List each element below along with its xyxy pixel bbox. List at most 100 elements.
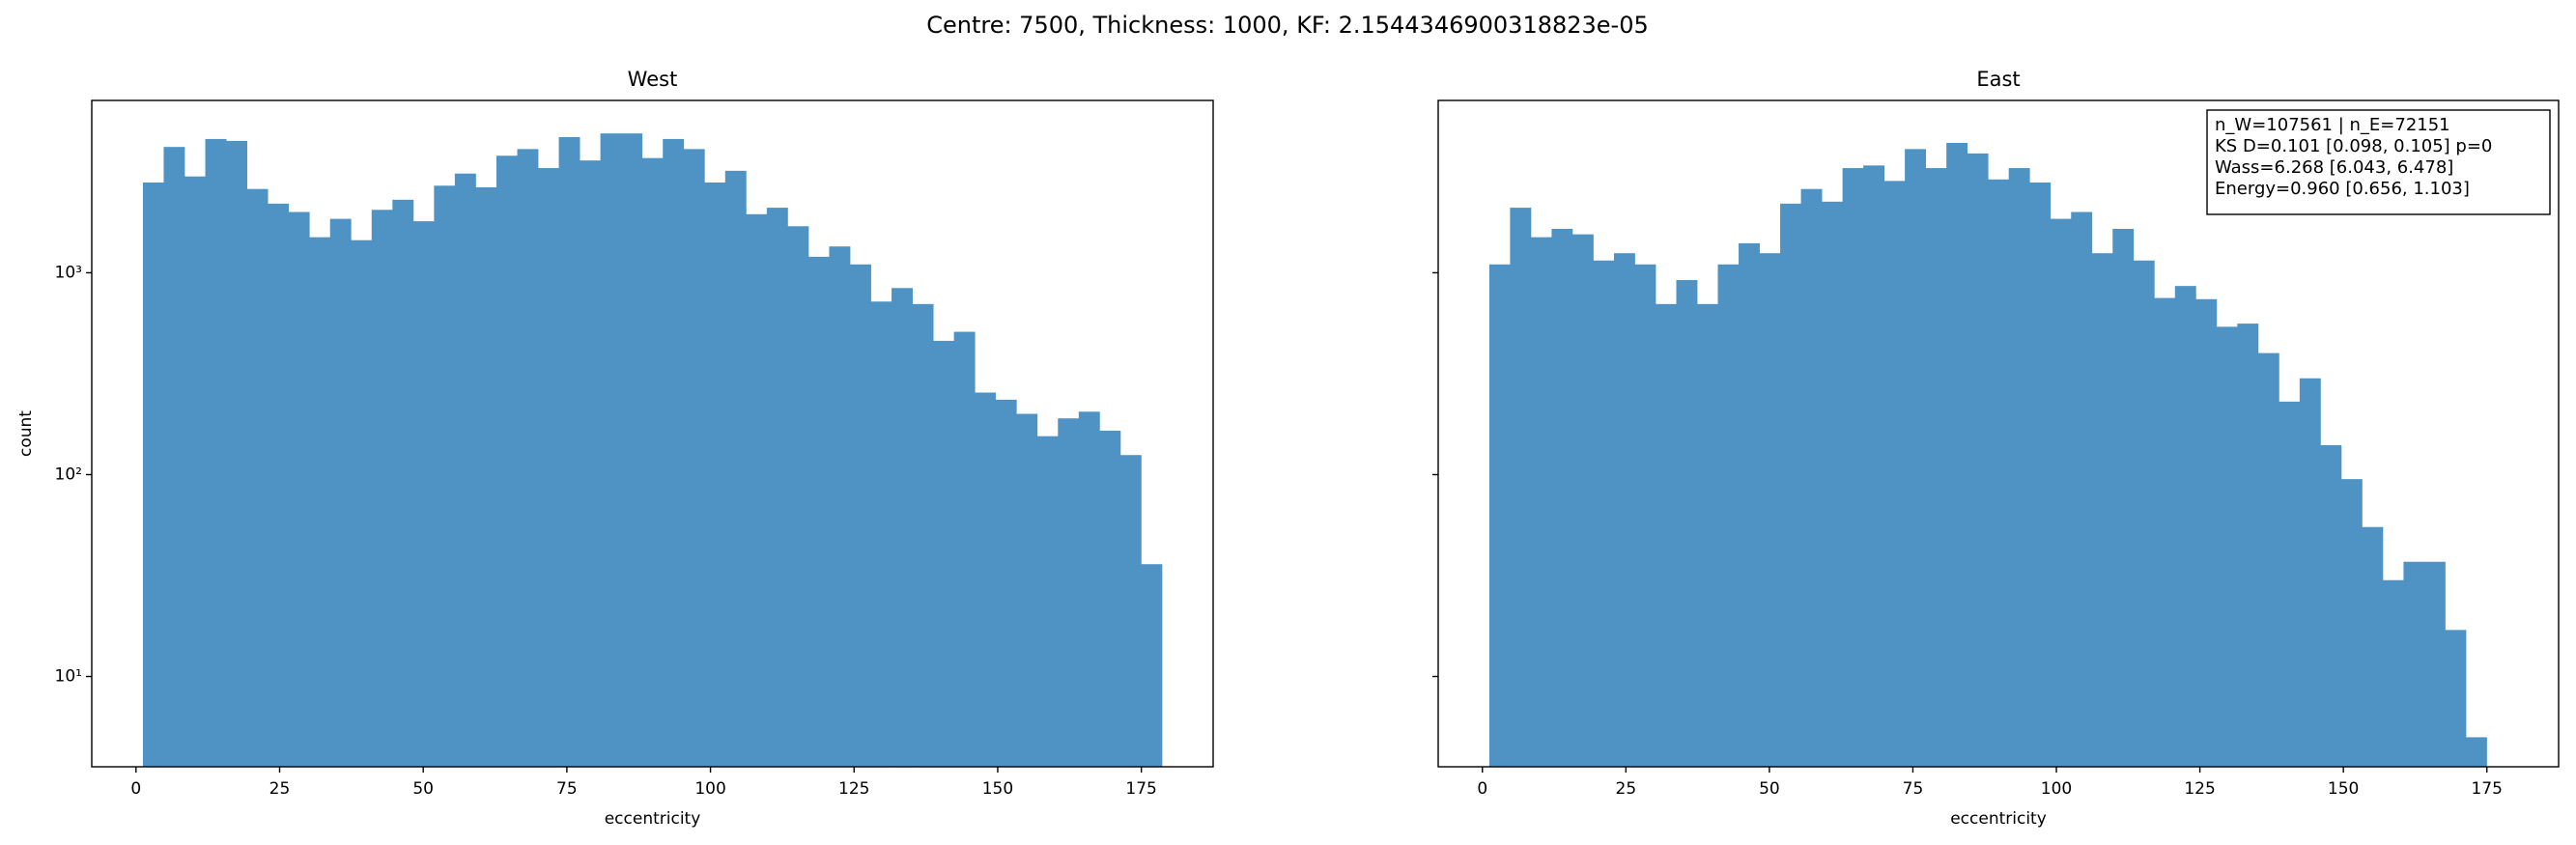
bar [1946,142,1968,767]
bar [1822,201,1843,767]
bar [2257,352,2279,767]
bar [2029,182,2052,768]
bar [580,160,602,767]
bar [641,157,664,767]
bar [371,210,393,767]
bar [2154,297,2176,767]
bar [1078,411,1100,767]
x-tick-label: 150 [2328,779,2359,799]
y-tick-label: 10² [55,465,82,484]
bar [829,246,851,768]
bar [2008,168,2030,767]
x-tick-label: 75 [1903,779,1924,799]
bar [1655,303,1677,767]
bar [163,147,185,767]
bar [517,149,539,767]
x-axis-label: eccentricity [1950,809,2047,829]
x-tick-label: 150 [982,779,1013,799]
bar [538,168,559,767]
bar [870,301,892,767]
bar [2279,401,2301,767]
bar [787,226,809,768]
bar [1676,280,1698,767]
bar [329,218,352,767]
bar [1739,242,1760,767]
figure-title: Centre: 7500, Thickness: 1000, KF: 2.154… [926,12,1649,39]
x-tick-label: 100 [694,779,725,799]
bar [1058,418,1080,767]
stats-line: Wass=6.268 [6.043, 6.478] [2215,157,2453,178]
bar [1593,260,1615,767]
bar [288,211,310,767]
stats-box [2206,109,2551,215]
bar [600,133,622,767]
bar [205,138,227,767]
bar [1036,436,1059,767]
bar [1613,253,1635,767]
bar [1099,431,1121,767]
bar [2445,630,2467,767]
bar [392,199,414,767]
bar [995,399,1017,767]
x-tick-label: 25 [1616,779,1637,799]
bar [2216,326,2238,767]
axes-title: East [1976,68,2020,91]
bar [1488,264,1511,767]
bar [309,237,331,767]
bar [975,392,997,767]
bar [1141,564,1163,767]
x-tick-label: 50 [412,779,434,799]
bar [2299,378,2321,767]
x-tick-label: 100 [2041,779,2072,799]
bar [2112,228,2135,767]
stats-line: n_W=107561 | n_E=72151 [2215,115,2450,135]
bar [1925,168,1947,767]
bar [454,173,476,768]
axes-title: West [628,68,678,91]
bar [724,170,747,767]
bar [2320,444,2342,767]
bar [2050,218,2072,767]
bar [892,288,913,767]
x-tick-label: 0 [130,779,141,799]
bar [1988,179,2010,767]
bar [663,138,685,767]
bar [912,303,934,767]
bar [1883,181,1906,767]
bar [142,182,164,768]
stats-line: Energy=0.960 [0.656, 1.103] [2215,179,2470,199]
x-tick-label: 50 [1759,779,1780,799]
bar [184,176,206,768]
bar [1842,168,1864,767]
x-tick-label: 175 [2471,779,2502,799]
bar [683,149,705,767]
bar [2133,260,2155,767]
bar [2174,286,2196,767]
bar [2195,298,2218,767]
bar [746,213,768,767]
bar [226,140,247,767]
x-tick-label: 0 [1477,779,1487,799]
x-tick-label: 125 [2184,779,2215,799]
bar [2237,324,2259,767]
x-tick-label: 125 [838,779,869,799]
bar [495,155,518,767]
bar [1571,234,1594,767]
x-axis-label: eccentricity [605,809,701,829]
bar [621,133,643,767]
bar [704,182,726,768]
bar [1863,165,1885,767]
bar [1967,153,1989,768]
bar [2403,561,2425,767]
bar [2382,579,2404,767]
y-axis-label: count [16,410,36,457]
bar [1016,413,1038,767]
bar [2423,561,2446,767]
bar [1905,149,1927,767]
bar [953,331,976,767]
bar [2340,479,2363,767]
bar [1634,264,1656,767]
axes-frame [1437,99,2560,768]
bar [412,221,435,768]
